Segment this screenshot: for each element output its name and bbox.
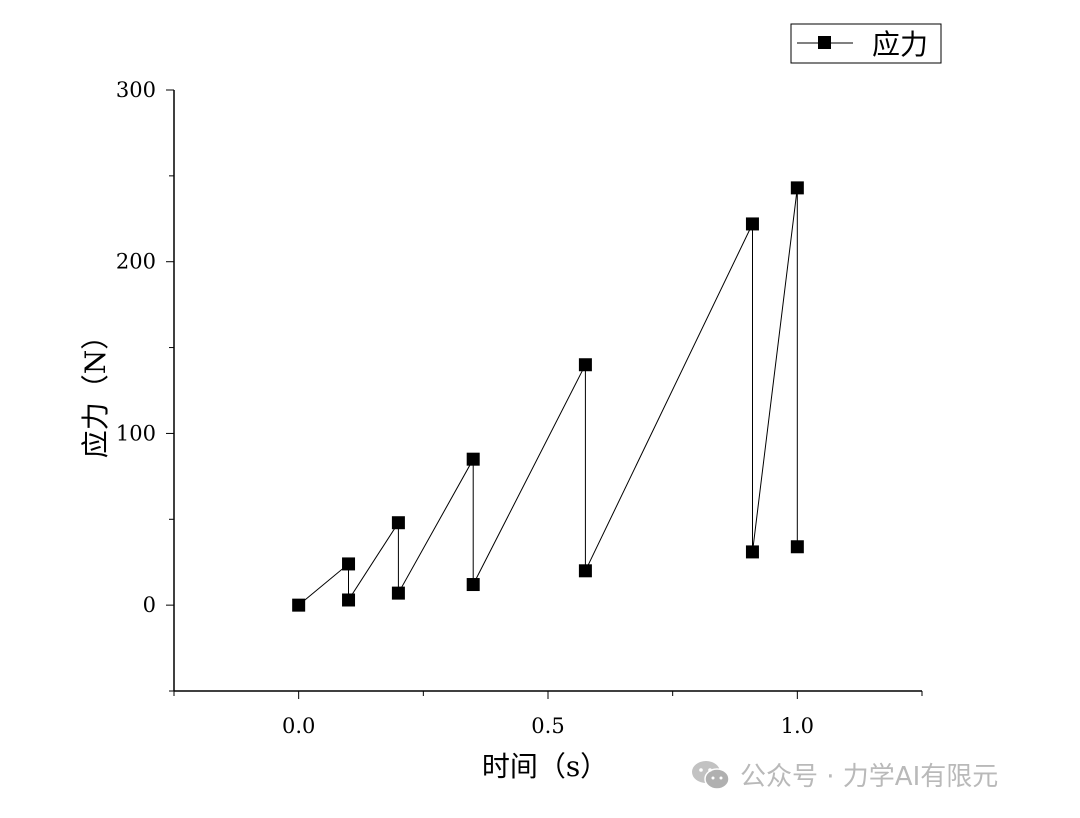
data-point [391, 586, 405, 600]
y-tick-label: 0 [143, 593, 156, 617]
data-point [790, 181, 804, 195]
x-tick-label: 0.0 [282, 714, 315, 738]
legend: 应力 [790, 23, 942, 64]
data-point [578, 564, 592, 578]
wechat-icon [692, 760, 730, 790]
y-axis-label: 应力（N） [79, 322, 112, 459]
data-point [466, 578, 480, 592]
x-axis-label: 时间（s） [482, 750, 608, 783]
y-tick-label: 100 [116, 421, 156, 445]
legend-label: 应力 [872, 28, 928, 61]
data-point [790, 540, 804, 554]
x-tick-label: 1.0 [781, 714, 814, 738]
data-point [342, 593, 356, 607]
y-tick-label: 300 [116, 78, 156, 102]
data-point [745, 217, 759, 231]
legend-marker-sample [818, 36, 831, 49]
plot-area: 0 100 200 300 0.0 0.5 1.0 [116, 78, 923, 738]
data-point [745, 545, 759, 559]
series-line [298, 187, 798, 606]
x-tick-label: 0.5 [531, 714, 564, 738]
data-point [391, 516, 405, 530]
y-tick-label: 200 [116, 250, 156, 274]
data-point [292, 598, 306, 612]
data-point [342, 557, 356, 571]
data-point [578, 358, 592, 372]
watermark: 公众号 · 力学AI有限元 [690, 756, 998, 793]
data-point [466, 452, 480, 466]
watermark-text: 公众号 · 力学AI有限元 [740, 762, 999, 792]
